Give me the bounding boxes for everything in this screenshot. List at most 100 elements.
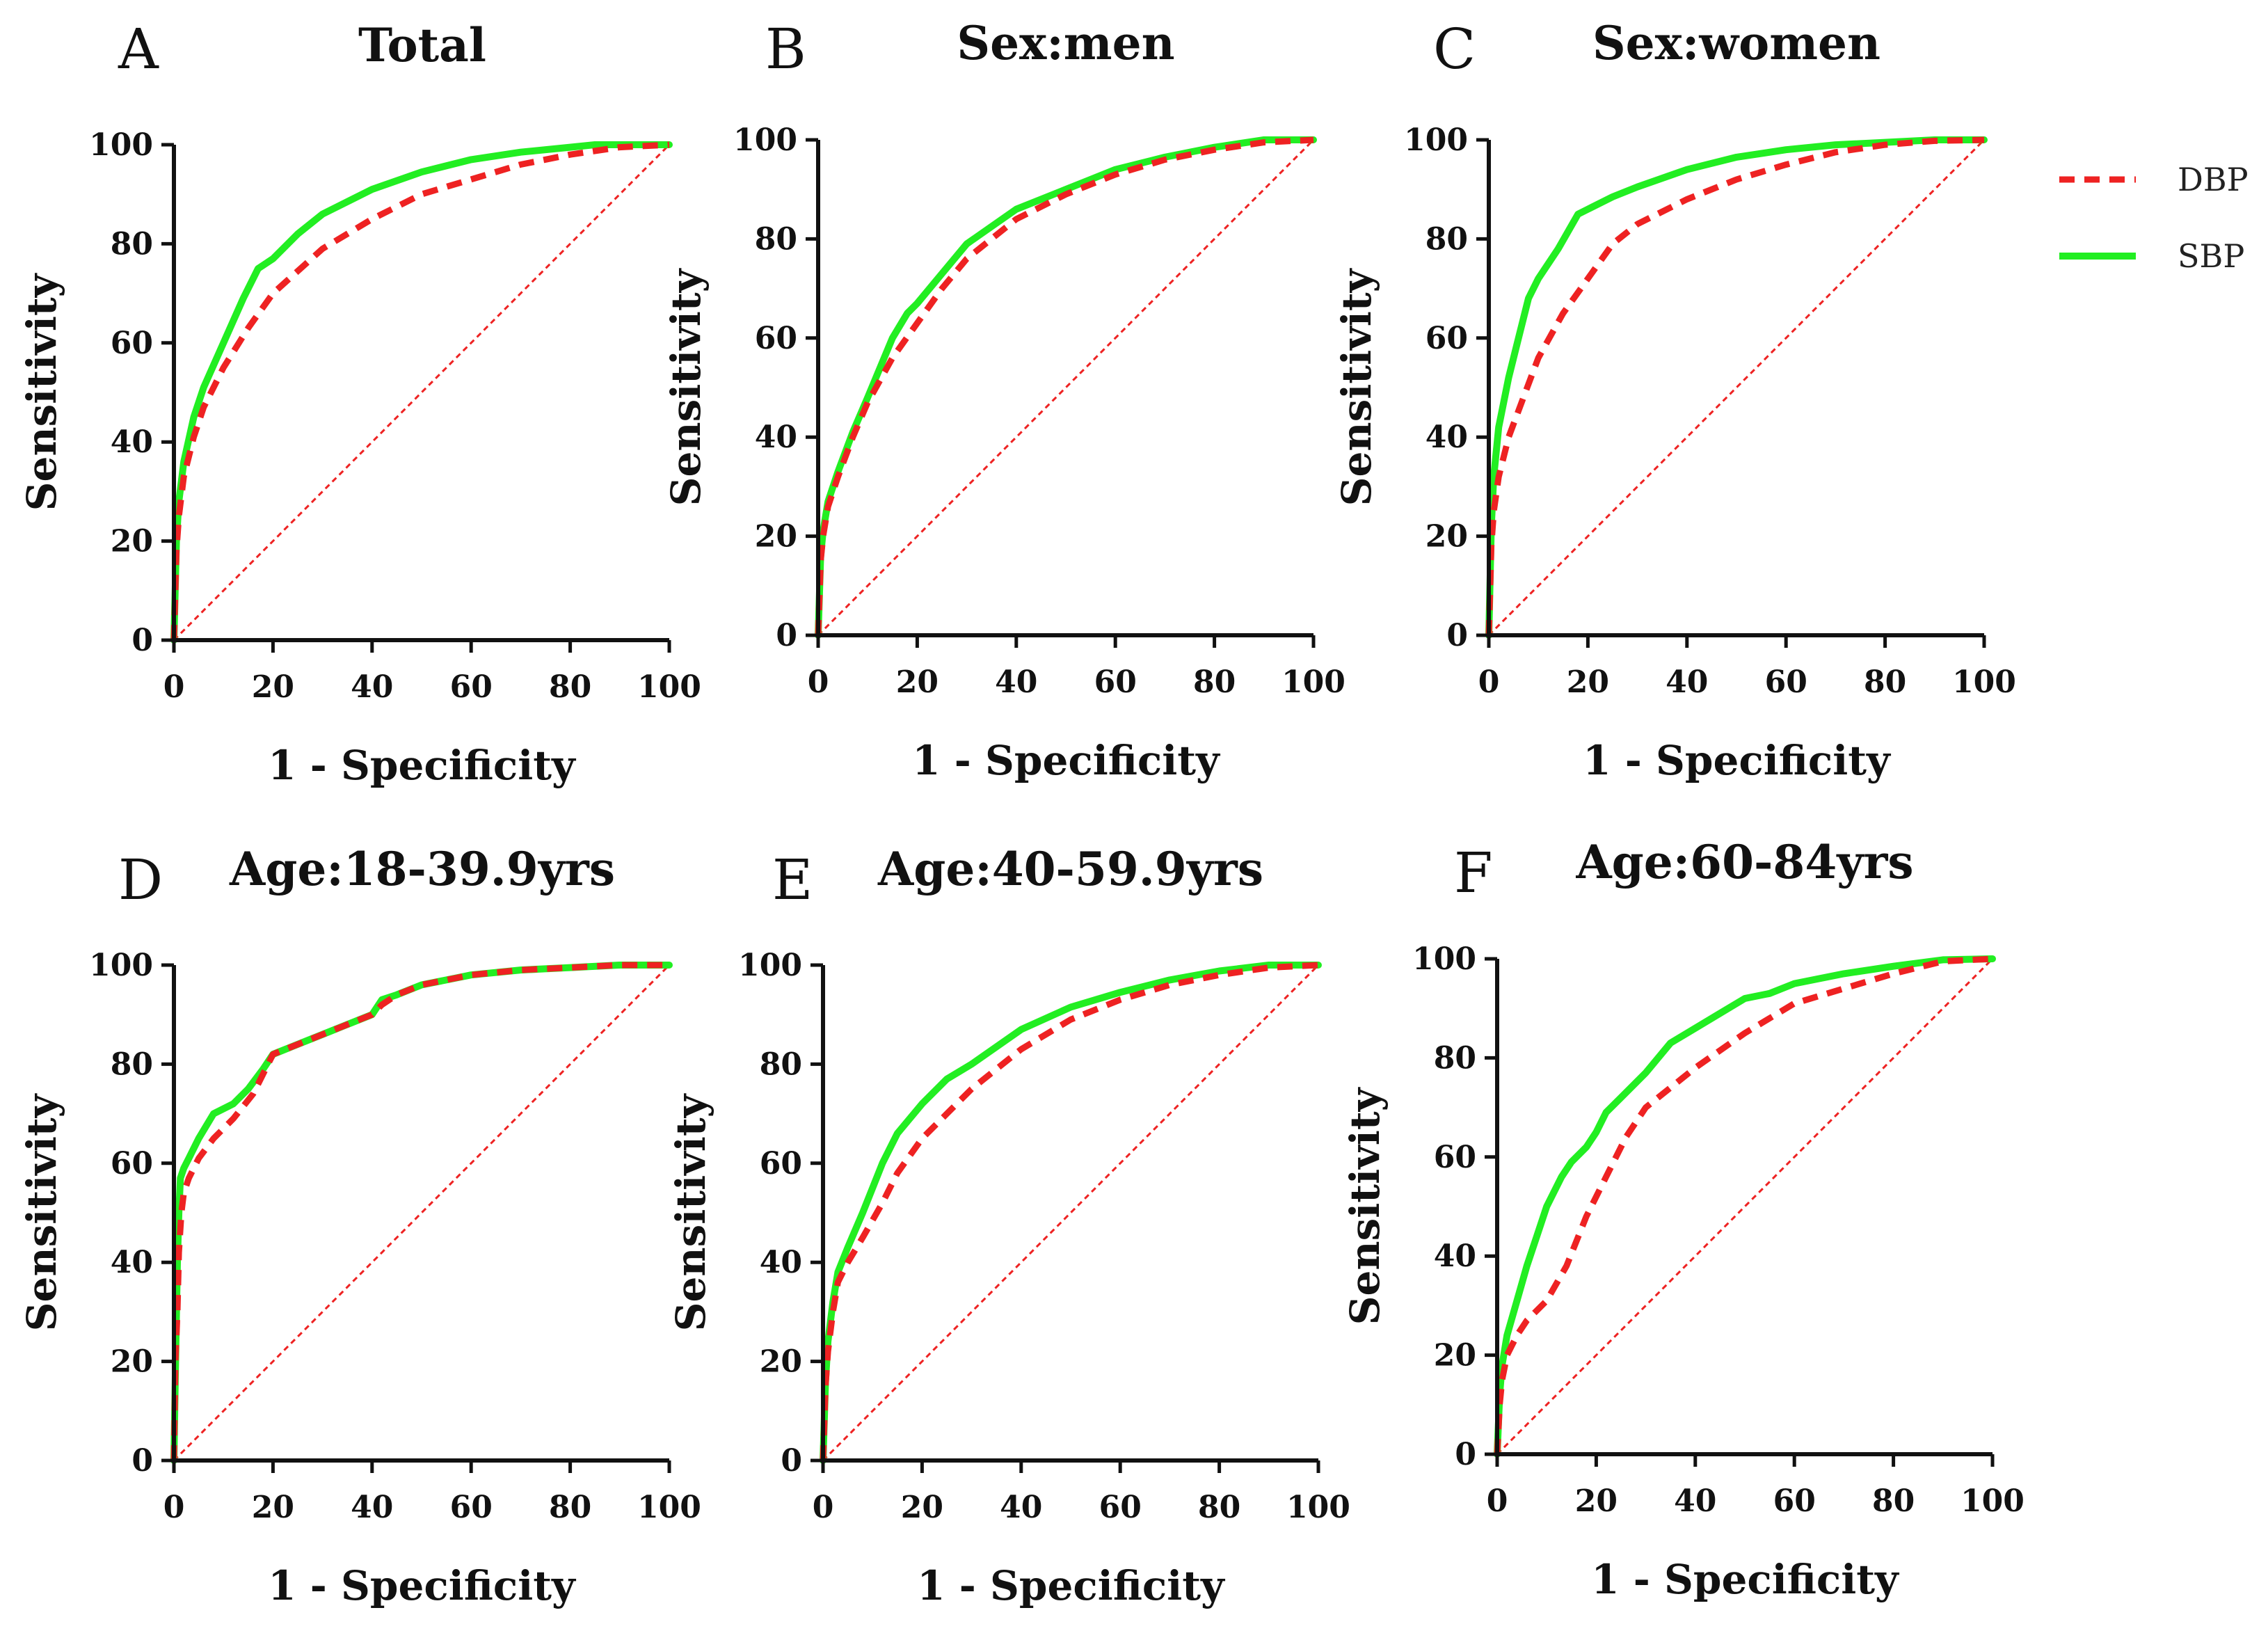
y-tick-label: 0 [1455,1437,1476,1472]
y-tick-label: 20 [111,524,153,559]
x-tick-label: 0 [1487,1483,1508,1519]
y-tick-label: 100 [1412,941,1476,977]
x-tick-label: 100 [1952,664,2016,700]
x-tick-label: 20 [252,669,294,705]
y-tick-label: 80 [760,1046,802,1082]
panel-letter: C [1433,17,1476,81]
x-tick-label: 0 [813,1490,834,1525]
sbp-roc-line [170,141,673,644]
y-tick-label: 60 [111,1146,153,1181]
x-tick-label: 60 [1765,664,1807,700]
chart-panel-f: F Age:60-84yrs 0 20 40 60 80 100 0 20 40 60 80 100 1 -… [1341,835,2025,1603]
panel-letter: B [765,17,806,81]
panel-letter: A [118,17,159,81]
y-axis-label: Sensitivity [18,272,65,511]
dbp-roc-line [170,962,669,1461]
x-tick-label: 0 [808,664,829,700]
x-tick-label: 20 [1567,664,1609,700]
x-tick-label: 40 [351,669,393,705]
x-tick-label: 20 [252,1490,294,1525]
y-tick-label: 60 [1426,321,1468,356]
x-tick-label: 60 [1773,1483,1816,1519]
panel-title: Sex:men [957,16,1174,70]
panel-title: Age:18-39.9yrs [229,842,615,896]
dbp-legend-label: DBP [2178,161,2249,198]
y-tick-label: 100 [738,948,802,983]
y-tick-label: 80 [1434,1040,1476,1076]
reference-diagonal-line [817,138,1315,637]
x-tick-label: 80 [1872,1483,1915,1519]
panel-title: Age:60-84yrs [1575,835,1913,889]
chart-panel-a: A Total 0 20 40 60 80 100 0 20 40 60 80 100 1 - Specif… [18,17,701,789]
x-tick-label: 60 [450,669,493,705]
y-tick-label: 100 [89,948,153,983]
x-tick-label: 100 [637,669,701,705]
y-tick-label: 100 [1404,122,1468,158]
y-tick-label: 60 [755,321,797,356]
y-tick-label: 0 [131,1443,153,1479]
x-tick-label: 0 [163,1490,185,1525]
x-tick-label: 100 [1286,1490,1350,1525]
legend: DBP SBP [2059,161,2249,275]
panel-title: Age:40-59.9yrs [877,842,1263,896]
y-tick-label: 80 [1426,221,1468,257]
y-axis-label: Sensitivity [667,1092,714,1331]
dbp-roc-line [1485,136,1985,636]
y-tick-label: 40 [1426,420,1468,455]
x-tick-label: 80 [1198,1490,1240,1525]
x-tick-label: 20 [901,1490,943,1525]
x-axis-label: 1 - Specificity [268,742,577,789]
y-tick-label: 100 [733,122,797,158]
y-tick-label: 40 [111,424,153,460]
y-tick-label: 60 [1434,1140,1476,1175]
panel-letter: E [772,847,813,912]
x-tick-label: 40 [1666,664,1708,700]
chart-panel-b: B Sex:men 0 20 40 60 80 100 0 20 40 60 80 100 1 - Spec… [662,16,1345,784]
x-axis-label: 1 - Specificity [1591,1556,1900,1603]
y-tick-label: 80 [111,1046,153,1082]
y-axis-label: Sensitivity [1341,1086,1389,1325]
x-tick-label: 100 [1281,664,1345,700]
x-tick-label: 40 [995,664,1037,700]
x-tick-label: 40 [1000,1490,1042,1525]
y-tick-label: 60 [760,1146,802,1181]
x-tick-label: 60 [1094,664,1137,700]
x-tick-label: 0 [1478,664,1500,700]
y-tick-label: 20 [760,1344,802,1380]
sbp-legend-label: SBP [2178,237,2244,275]
x-tick-label: 40 [1674,1483,1716,1519]
y-tick-label: 40 [111,1245,153,1280]
dbp-roc-line [170,141,670,641]
x-tick-label: 100 [637,1490,701,1525]
y-axis-label: Sensitivity [18,1092,65,1331]
y-tick-label: 0 [776,618,797,653]
x-tick-label: 60 [1099,1490,1142,1525]
y-tick-label: 20 [111,1344,153,1380]
reference-diagonal-line [173,964,671,1462]
x-tick-label: 80 [1193,664,1236,700]
dbp-roc-line [815,136,1314,636]
y-tick-label: 40 [1434,1239,1476,1274]
y-tick-label: 20 [1434,1338,1476,1374]
y-axis-label: Sensitivity [662,267,710,506]
x-axis-label: 1 - Specificity [268,1562,577,1609]
y-tick-label: 20 [755,519,797,555]
x-tick-label: 20 [896,664,939,700]
x-tick-label: 80 [1864,664,1906,700]
x-tick-label: 60 [450,1490,493,1525]
x-tick-label: 100 [1960,1483,2025,1519]
x-tick-label: 80 [549,1490,591,1525]
panel-letter: F [1454,841,1493,905]
sbp-roc-line [1494,955,1996,1458]
panel-title: Sex:women [1592,16,1880,70]
y-tick-label: 20 [1426,519,1468,555]
reference-diagonal-line [173,143,671,642]
sbp-roc-line [1485,136,1988,639]
y-tick-label: 80 [755,221,797,257]
x-tick-label: 20 [1575,1483,1618,1519]
y-tick-label: 40 [755,420,797,455]
chart-panel-e: E Age:40-59.9yrs 0 20 40 60 80 100 0 20 40 60 80 100 1… [667,842,1350,1609]
y-tick-label: 60 [111,326,153,361]
x-tick-label: 0 [163,669,185,705]
